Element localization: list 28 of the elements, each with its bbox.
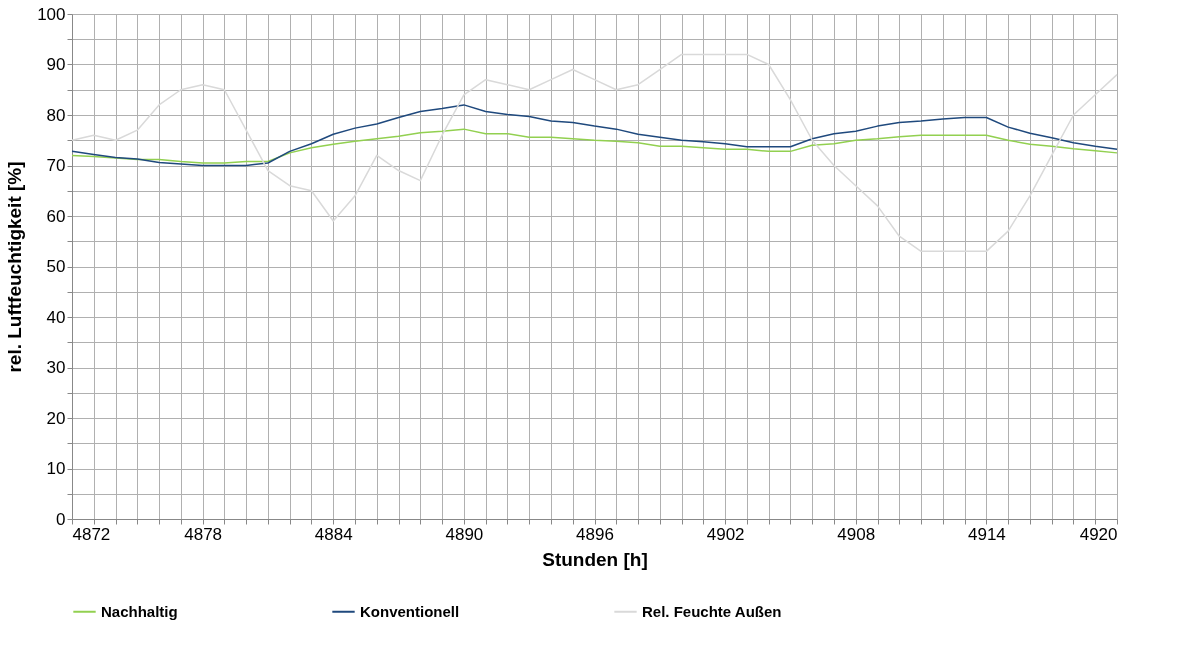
x-tick-label: 4902 <box>706 524 745 544</box>
x-axis-title: Stunden [h] <box>542 548 648 570</box>
line-series <box>71 53 1118 253</box>
x-tick-label: 4884 <box>314 524 353 544</box>
y-tick-label: 60 <box>46 206 66 226</box>
y-tick-label: 40 <box>46 307 66 327</box>
line-series <box>71 128 1118 164</box>
x-tick-label: 4872 <box>72 524 111 544</box>
x-tick-label: 4914 <box>967 524 1006 544</box>
y-axis-title: rel. Luftfeuchtigkeit [%] <box>4 161 26 373</box>
y-tick-label: 10 <box>46 459 66 478</box>
x-tick-label: 4908 <box>837 524 876 544</box>
x-tick-label: 4878 <box>184 524 223 544</box>
legend-label: Rel. Feuchte Außen <box>642 602 782 620</box>
x-tick-label: 4890 <box>445 524 484 544</box>
y-tick-label: 90 <box>46 55 66 74</box>
y-tick-label: 0 <box>56 509 66 529</box>
x-tick-label: 4920 <box>1079 524 1118 544</box>
y-tick-label: 70 <box>46 156 66 175</box>
x-tick-label: 4896 <box>576 524 614 544</box>
legend-label: Nachhaltig <box>101 602 178 620</box>
y-tick-label: 100 <box>37 4 66 24</box>
y-tick-label: 20 <box>46 408 66 428</box>
y-tick-label: 80 <box>46 105 66 125</box>
line-series <box>71 104 1118 167</box>
y-tick-label: 30 <box>46 358 66 377</box>
y-tick-label: 50 <box>46 257 66 276</box>
legend-label: Konventionell <box>360 602 460 620</box>
